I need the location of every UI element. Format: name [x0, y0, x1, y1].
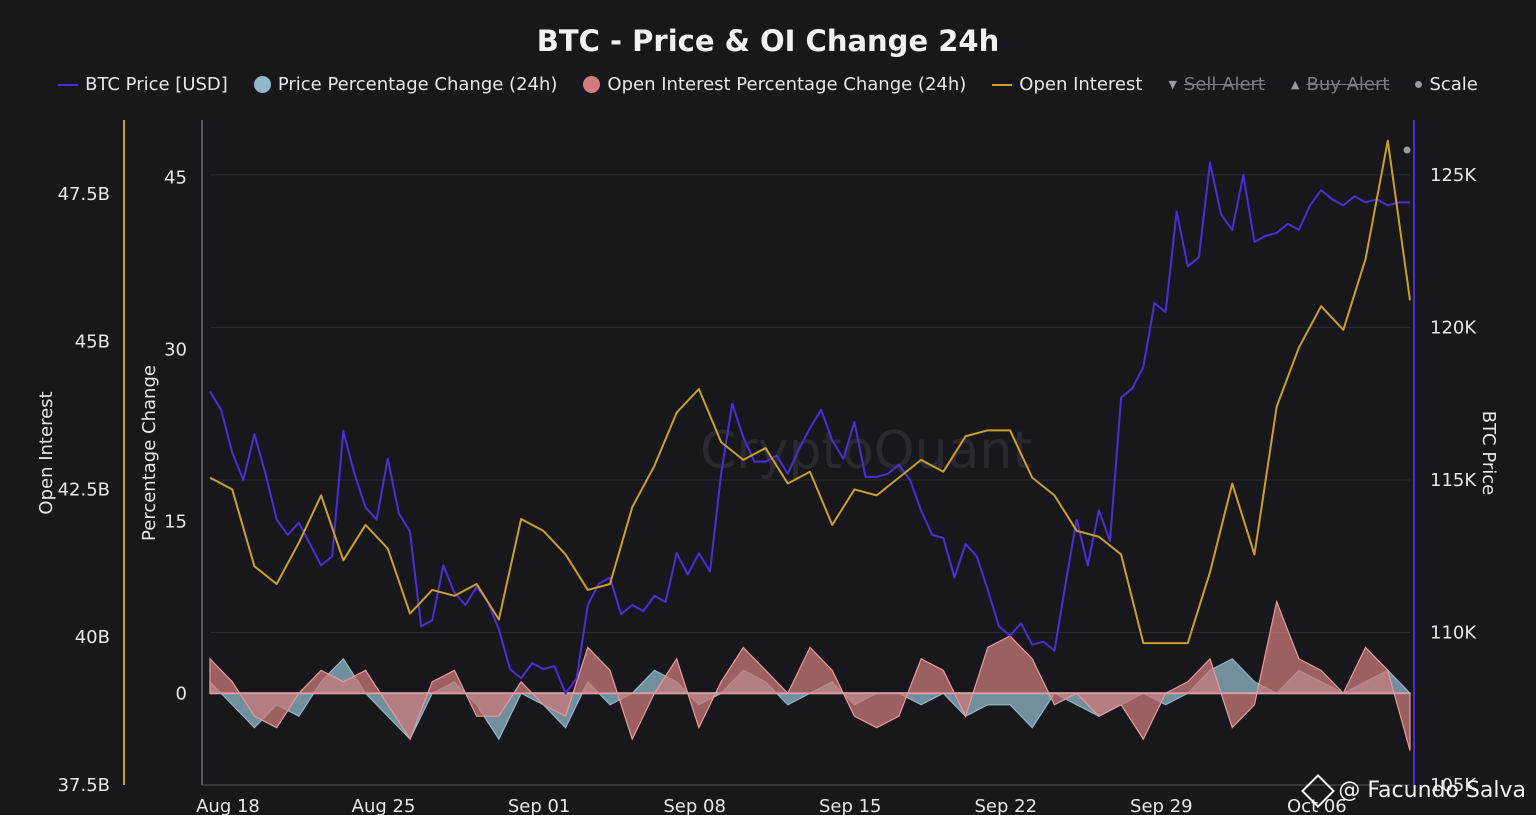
legend-item-open-interest[interactable]: Open Interest — [992, 74, 1142, 95]
legend-item-buy-alert[interactable]: ▲ Buy Alert — [1291, 74, 1389, 95]
percentage-tick-label: 0 — [176, 683, 187, 704]
oi-change-area — [209, 599, 1411, 751]
percentage-axis-title: Percentage Change — [139, 365, 160, 541]
legend-item-sell-alert[interactable]: ▼ Sell Alert — [1168, 74, 1265, 95]
x-tick-label: Sep 08 — [663, 796, 726, 815]
scale-marker — [1403, 146, 1411, 154]
x-tick-label: Oct 06 — [1287, 796, 1347, 815]
legend-label: Scale — [1429, 74, 1478, 95]
triangle-down-icon: ▼ — [1168, 78, 1177, 91]
binance-logo-icon — [1301, 773, 1336, 808]
open-interest-axis-title: Open Interest — [36, 391, 57, 514]
dot-marker-icon — [253, 76, 271, 93]
open-interest-tick-label: 40B — [75, 627, 110, 648]
x-tick-label: Aug 25 — [352, 796, 416, 815]
btc-price-tick-label: 105K — [1430, 775, 1477, 796]
btc-price-tick-label: 125K — [1430, 165, 1477, 186]
legend-label: BTC Price [USD] — [85, 74, 228, 95]
open-interest-tick-label: 42.5B — [58, 479, 110, 500]
legend-label: Price Percentage Change (24h) — [277, 74, 558, 95]
btc-price-tick-label: 115K — [1430, 470, 1477, 491]
btc-price-line — [209, 161, 1410, 695]
legend-label: Open Interest — [1019, 74, 1143, 95]
percentage-tick-label: 30 — [164, 339, 187, 360]
legend-item-btc-price[interactable]: BTC Price [USD] — [58, 74, 228, 95]
dot-marker-icon — [1415, 81, 1423, 88]
series-group — [209, 139, 1412, 751]
watermark-text: @ Facundo Salva — [1338, 778, 1526, 803]
x-tick-label: Sep 01 — [508, 796, 571, 815]
btc-price-axis-title: BTC Price — [1478, 411, 1499, 496]
x-tick-label: Aug 18 — [196, 796, 260, 815]
legend-item-price-change[interactable]: Price Percentage Change (24h) — [253, 74, 558, 95]
percentage-tick-label: 15 — [164, 511, 187, 532]
open-interest-tick-label: 45B — [75, 332, 110, 353]
watermark: @ Facundo Salva — [1301, 773, 1526, 808]
legend-item-scale[interactable]: Scale — [1415, 74, 1478, 95]
line-marker-icon — [992, 83, 1013, 86]
legend: BTC Price [USD] Price Percentage Change … — [0, 74, 1536, 95]
btc-price-tick-label: 120K — [1430, 317, 1477, 338]
triangle-up-icon: ▲ — [1291, 78, 1300, 91]
open-interest-tick-label: 37.5B — [58, 775, 110, 796]
legend-label: Open Interest Percentage Change (24h) — [607, 74, 967, 95]
chart-title: BTC - Price & OI Change 24h — [536, 24, 1000, 58]
chart-watermark: CryptoQuant — [700, 421, 1033, 481]
x-tick-label: Sep 22 — [974, 796, 1037, 815]
percentage-tick-label: 45 — [164, 167, 187, 188]
legend-label: Buy Alert — [1306, 74, 1390, 95]
btc-price-tick-label: 110K — [1430, 622, 1477, 643]
legend-item-oi-change[interactable]: Open Interest Percentage Change (24h) — [583, 74, 966, 95]
dot-marker-icon — [583, 76, 601, 93]
x-tick-label: Sep 29 — [1130, 796, 1193, 815]
x-tick-label: Sep 15 — [819, 796, 882, 815]
line-marker-icon — [58, 83, 79, 86]
legend-label: Sell Alert — [1183, 74, 1265, 95]
open-interest-line — [209, 139, 1411, 645]
open-interest-tick-label: 47.5B — [58, 184, 110, 205]
